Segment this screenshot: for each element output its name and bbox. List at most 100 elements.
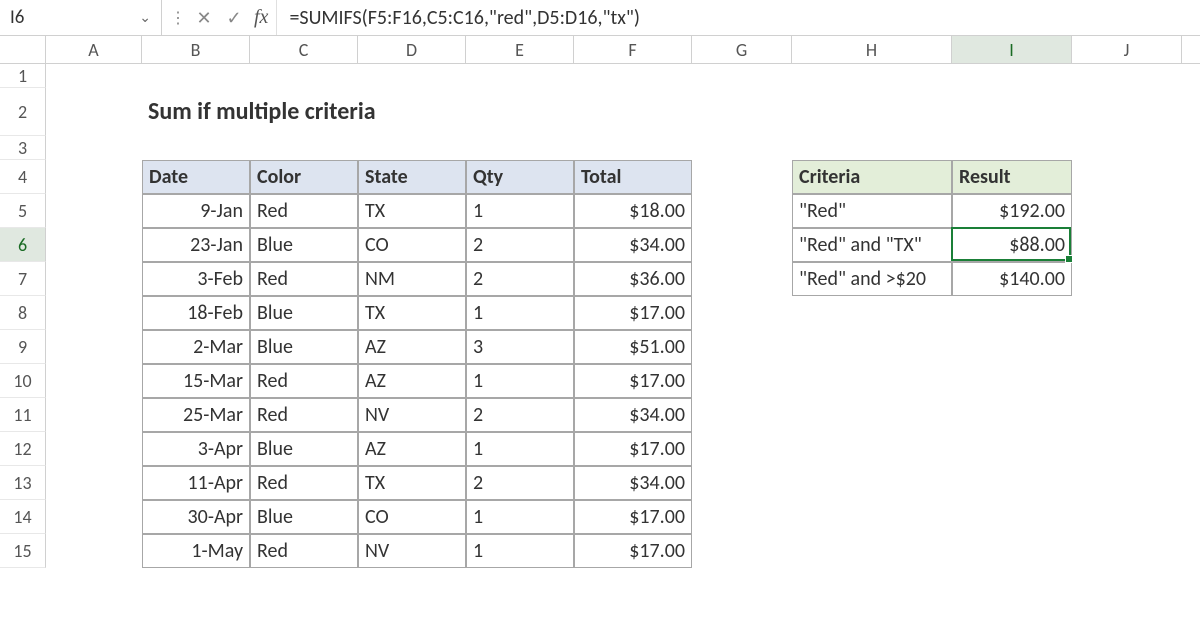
table-header-criteria[interactable]: Criteria bbox=[792, 160, 952, 194]
table-cell[interactable]: $34.00 bbox=[574, 466, 692, 500]
name-box[interactable]: I6 ⌄ bbox=[0, 0, 162, 35]
table-cell[interactable]: $34.00 bbox=[574, 228, 692, 262]
table-cell[interactable]: 1-May bbox=[142, 534, 250, 568]
row-header-12[interactable]: 12 bbox=[0, 432, 46, 466]
table-cell[interactable]: Blue bbox=[250, 330, 358, 364]
table-cell[interactable]: NV bbox=[358, 398, 466, 432]
table-cell[interactable]: Red bbox=[250, 262, 358, 296]
col-header-B[interactable]: B bbox=[142, 36, 250, 63]
table-cell[interactable]: 15-Mar bbox=[142, 364, 250, 398]
table-cell[interactable]: 2 bbox=[466, 262, 574, 296]
table-header-result[interactable]: Result bbox=[952, 160, 1072, 194]
table-header-total[interactable]: Total bbox=[574, 160, 692, 194]
col-header-C[interactable]: C bbox=[250, 36, 358, 63]
col-header-G[interactable]: G bbox=[692, 36, 792, 63]
table-cell[interactable]: 1 bbox=[466, 432, 574, 466]
table-cell[interactable]: TX bbox=[358, 296, 466, 330]
table-cell[interactable]: 2 bbox=[466, 466, 574, 500]
table-cell[interactable]: $18.00 bbox=[574, 194, 692, 228]
row-header-1[interactable]: 1 bbox=[0, 64, 46, 88]
table-cell[interactable]: 1 bbox=[466, 194, 574, 228]
fx-icon[interactable]: fx bbox=[254, 6, 268, 29]
select-all-corner[interactable] bbox=[0, 36, 46, 63]
col-header-D[interactable]: D bbox=[358, 36, 466, 63]
table-header-color[interactable]: Color bbox=[250, 160, 358, 194]
table-cell[interactable]: NM bbox=[358, 262, 466, 296]
formula-input[interactable]: =SUMIFS(F5:F16,C5:C16,"red",D5:D16,"tx") bbox=[277, 6, 652, 30]
table-cell[interactable]: Red bbox=[250, 534, 358, 568]
table-cell[interactable]: AZ bbox=[358, 364, 466, 398]
table-cell[interactable]: Red bbox=[250, 398, 358, 432]
table-cell[interactable]: Red bbox=[250, 194, 358, 228]
row-header-14[interactable]: 14 bbox=[0, 500, 46, 534]
table-cell[interactable]: 1 bbox=[466, 364, 574, 398]
row-header-10[interactable]: 10 bbox=[0, 364, 46, 398]
table-cell[interactable]: NV bbox=[358, 534, 466, 568]
table-cell[interactable]: "Red" and >$20 bbox=[792, 262, 952, 296]
chevron-down-icon[interactable]: ⌄ bbox=[139, 9, 151, 26]
table-cell[interactable]: 18-Feb bbox=[142, 296, 250, 330]
table-cell[interactable]: 11-Apr bbox=[142, 466, 250, 500]
table-cell[interactable]: $17.00 bbox=[574, 534, 692, 568]
table-cell[interactable]: 30-Apr bbox=[142, 500, 250, 534]
col-header-A[interactable]: A bbox=[46, 36, 142, 63]
table-cell[interactable]: TX bbox=[358, 466, 466, 500]
table-cell[interactable]: 1 bbox=[466, 500, 574, 534]
table-header-state[interactable]: State bbox=[358, 160, 466, 194]
cells-area[interactable]: Sum if multiple criteriaDateColorStateQt… bbox=[46, 64, 1200, 568]
vdots-icon[interactable]: ⋮ bbox=[170, 8, 184, 28]
table-cell[interactable]: "Red" bbox=[792, 194, 952, 228]
table-cell[interactable]: Red bbox=[250, 364, 358, 398]
table-cell[interactable]: CO bbox=[358, 228, 466, 262]
table-cell[interactable]: AZ bbox=[358, 330, 466, 364]
table-cell[interactable]: Blue bbox=[250, 500, 358, 534]
table-cell[interactable]: $140.00 bbox=[952, 262, 1072, 296]
table-cell[interactable]: Blue bbox=[250, 296, 358, 330]
table-cell[interactable]: $17.00 bbox=[574, 432, 692, 466]
row-header-5[interactable]: 5 bbox=[0, 194, 46, 228]
table-cell[interactable]: 23-Jan bbox=[142, 228, 250, 262]
table-cell[interactable]: "Red" and "TX" bbox=[792, 228, 952, 262]
table-cell[interactable]: AZ bbox=[358, 432, 466, 466]
table-cell[interactable]: $17.00 bbox=[574, 296, 692, 330]
table-cell[interactable]: $88.00 bbox=[952, 228, 1072, 262]
row-header-7[interactable]: 7 bbox=[0, 262, 46, 296]
row-header-4[interactable]: 4 bbox=[0, 160, 46, 194]
table-cell[interactable]: CO bbox=[358, 500, 466, 534]
table-cell[interactable]: 2-Mar bbox=[142, 330, 250, 364]
table-cell[interactable]: 1 bbox=[466, 534, 574, 568]
table-cell[interactable]: $192.00 bbox=[952, 194, 1072, 228]
col-header-E[interactable]: E bbox=[466, 36, 574, 63]
table-cell[interactable]: Red bbox=[250, 466, 358, 500]
col-header-F[interactable]: F bbox=[574, 36, 692, 63]
table-cell[interactable]: 3 bbox=[466, 330, 574, 364]
row-header-11[interactable]: 11 bbox=[0, 398, 46, 432]
cancel-icon[interactable]: ✕ bbox=[194, 7, 214, 29]
row-header-2[interactable]: 2 bbox=[0, 88, 46, 136]
table-header-qty[interactable]: Qty bbox=[466, 160, 574, 194]
enter-icon[interactable]: ✓ bbox=[224, 7, 244, 29]
table-cell[interactable]: Blue bbox=[250, 432, 358, 466]
col-header-J[interactable]: J bbox=[1072, 36, 1182, 63]
row-header-6[interactable]: 6 bbox=[0, 228, 46, 262]
table-cell[interactable]: 3-Apr bbox=[142, 432, 250, 466]
table-cell[interactable]: 25-Mar bbox=[142, 398, 250, 432]
table-cell[interactable]: $17.00 bbox=[574, 364, 692, 398]
row-header-3[interactable]: 3 bbox=[0, 136, 46, 160]
table-cell[interactable]: 1 bbox=[466, 296, 574, 330]
table-cell[interactable]: $17.00 bbox=[574, 500, 692, 534]
table-cell[interactable]: 3-Feb bbox=[142, 262, 250, 296]
table-cell[interactable]: $51.00 bbox=[574, 330, 692, 364]
row-header-9[interactable]: 9 bbox=[0, 330, 46, 364]
table-cell[interactable]: 2 bbox=[466, 398, 574, 432]
table-cell[interactable]: TX bbox=[358, 194, 466, 228]
table-cell[interactable]: $34.00 bbox=[574, 398, 692, 432]
row-header-8[interactable]: 8 bbox=[0, 296, 46, 330]
col-header-H[interactable]: H bbox=[792, 36, 952, 63]
table-cell[interactable]: 2 bbox=[466, 228, 574, 262]
table-cell[interactable]: $36.00 bbox=[574, 262, 692, 296]
table-cell[interactable]: 9-Jan bbox=[142, 194, 250, 228]
table-header-date[interactable]: Date bbox=[142, 160, 250, 194]
col-header-I[interactable]: I bbox=[952, 36, 1072, 63]
row-header-13[interactable]: 13 bbox=[0, 466, 46, 500]
